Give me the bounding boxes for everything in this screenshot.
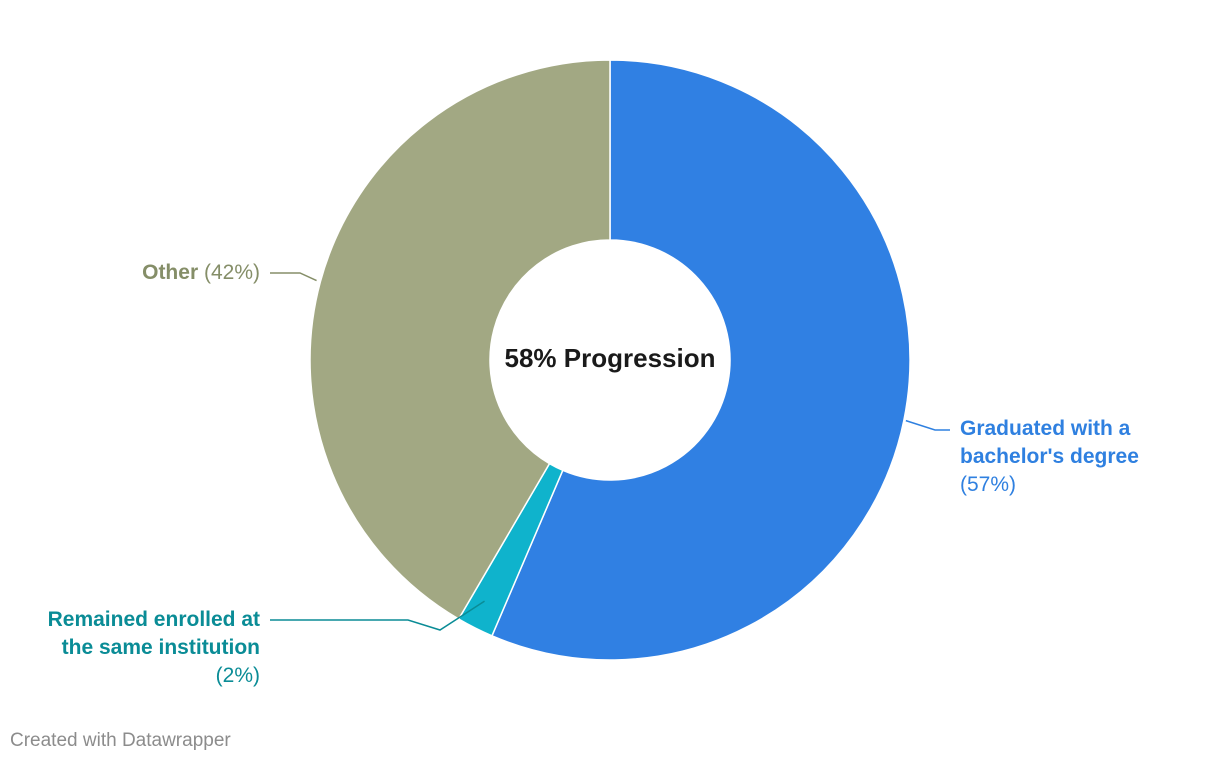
slice-label-graduated-name-2: bachelor's degree — [960, 445, 1139, 468]
leader-line-remained — [270, 600, 485, 631]
leader-line-graduated — [905, 419, 950, 431]
footer-credit: Created with Datawrapper — [10, 730, 231, 751]
slice-label-graduated-value: (57%) — [960, 473, 1017, 496]
slice-label-other: Other (42%) — [0, 259, 260, 287]
slice-label-other-name: Other — [142, 261, 199, 284]
slice-label-graduated: Graduated with a bachelor's degree (57%) — [960, 415, 1200, 499]
slice-label-remained: Remained enrolled at the same institutio… — [0, 606, 260, 690]
slice-label-graduated-name-1: Graduated with a — [960, 417, 1131, 440]
slice-label-remained-value: (2%) — [215, 664, 260, 687]
slice-label-remained-name-1: Remained enrolled at — [47, 608, 260, 631]
center-label: 58% Progression — [504, 343, 716, 373]
slice-other — [309, 59, 611, 621]
slice-label-remained-name-2: the same institution — [61, 636, 260, 659]
slice-graduated — [490, 59, 911, 661]
slice-label-other-value: (42%) — [203, 261, 260, 284]
leader-line-other — [270, 272, 317, 282]
